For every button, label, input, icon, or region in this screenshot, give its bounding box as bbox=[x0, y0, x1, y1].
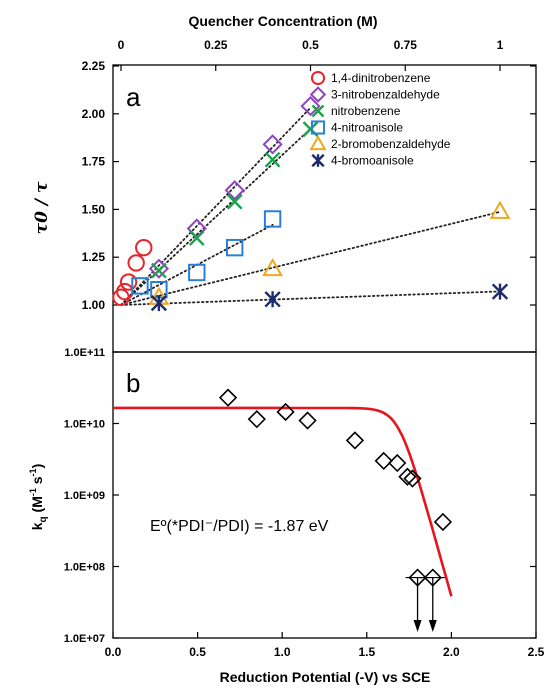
fit-line bbox=[120, 127, 312, 306]
x-tick-label: 0.0 bbox=[105, 645, 122, 659]
data-point bbox=[345, 431, 365, 450]
data-point bbox=[423, 568, 442, 587]
panel-a-letter: a bbox=[126, 82, 141, 112]
y-tick-label: 2.25 bbox=[82, 59, 106, 73]
top-x-tick-label: 0.75 bbox=[394, 38, 418, 52]
panel-b-y-label-sub: q bbox=[38, 516, 49, 522]
x-tick-label: 0.5 bbox=[189, 645, 206, 659]
bottom-axis-title: Reduction Potential (-V) vs SCE bbox=[220, 669, 431, 685]
fit-line bbox=[120, 290, 501, 306]
top-x-tick-label: 1 bbox=[497, 38, 504, 52]
top-axis-title: Quencher Concentration (M) bbox=[188, 13, 377, 29]
x-tick-label: 1.5 bbox=[358, 645, 375, 659]
y-tick-label: 1.00 bbox=[82, 298, 106, 312]
legend-label: 1,4-dinitrobenzene bbox=[331, 71, 431, 85]
panel-a-y-label: τ0 / τ bbox=[32, 181, 52, 234]
data-point bbox=[218, 388, 238, 407]
x-tick-label: 1.0 bbox=[274, 645, 291, 659]
x-tick-label: 2.0 bbox=[443, 645, 460, 659]
data-point bbox=[188, 263, 206, 282]
y-tick-label: 1.0E+08 bbox=[64, 562, 105, 574]
legend-marker bbox=[311, 104, 325, 118]
data-point bbox=[262, 257, 284, 277]
data-point bbox=[226, 238, 244, 257]
legend-marker bbox=[311, 153, 325, 168]
data-point bbox=[262, 134, 283, 155]
legend-label: 2-bromobenzaldehyde bbox=[331, 137, 451, 151]
panel-b-y-label-main: k bbox=[29, 522, 45, 530]
fit-curve bbox=[113, 406, 453, 597]
data-point bbox=[188, 230, 205, 246]
y-tick-label: 1.75 bbox=[82, 155, 106, 169]
panel-b-plot: 0.0 0.5 1.0 1.5 2.0 2.5 1.0E+07 1.0E+08 1.0E+09 1… bbox=[64, 347, 545, 659]
data-point bbox=[264, 291, 281, 308]
upper-limit-arrow-head bbox=[428, 620, 437, 632]
panel-a-plot: 0 0.25 0.5 0.75 1 1.00 1.25 1.50 1.75 2.00 2.25 bbox=[82, 38, 536, 312]
y-tick-label: 1.25 bbox=[82, 250, 106, 264]
y-tick-label: 1.50 bbox=[82, 202, 106, 216]
legend-label: 4-nitroanisole bbox=[331, 121, 403, 135]
top-x-tick-label: 0 bbox=[118, 38, 125, 52]
y-tick-label: 1.0E+07 bbox=[64, 633, 105, 645]
x-tick-label: 2.5 bbox=[528, 645, 545, 659]
data-point bbox=[489, 200, 511, 219]
panel-b-y-label: kq (M-1 s-1) bbox=[28, 464, 49, 531]
upper-limit-arrow-head bbox=[413, 620, 422, 632]
data-point bbox=[247, 410, 266, 429]
legend-label: nitrobenzene bbox=[331, 104, 401, 118]
fit-line bbox=[120, 210, 501, 306]
data-point bbox=[388, 453, 407, 473]
y-tick-label: 1.0E+10 bbox=[64, 419, 105, 431]
panel-a-legend: 1,4-dinitrobenzene 3-nitrobenzaldehyde nit… bbox=[309, 70, 451, 168]
panel-b-frame bbox=[112, 351, 537, 639]
data-point bbox=[300, 96, 321, 117]
data-point bbox=[398, 467, 417, 486]
legend-marker bbox=[310, 120, 326, 135]
data-point bbox=[298, 411, 317, 430]
data-point bbox=[119, 273, 138, 291]
legend-label: 4-bromoanisole bbox=[331, 154, 414, 168]
data-point bbox=[151, 262, 167, 279]
data-point bbox=[131, 277, 149, 295]
data-point bbox=[224, 180, 245, 201]
data-point bbox=[408, 568, 427, 587]
data-point bbox=[491, 283, 509, 300]
panel-b-letter: b bbox=[126, 368, 140, 398]
panel-b-y-label-mid: s bbox=[29, 476, 45, 488]
data-point bbox=[263, 210, 282, 228]
panel-b-y-label-sup2: -1 bbox=[28, 468, 38, 476]
y-tick-label: 2.00 bbox=[82, 107, 106, 121]
data-point bbox=[150, 294, 168, 312]
panel-b-y-label-rest: (M bbox=[29, 496, 45, 516]
y-tick-label: 1.0E+09 bbox=[64, 490, 105, 502]
data-point bbox=[127, 254, 145, 272]
top-x-tick-label: 0.25 bbox=[204, 38, 228, 52]
panel-b-y-label-sup1: -1 bbox=[28, 488, 38, 496]
data-point bbox=[433, 512, 453, 532]
top-x-tick-label: 0.5 bbox=[302, 38, 319, 52]
data-point bbox=[264, 151, 281, 168]
legend-marker bbox=[309, 135, 327, 151]
y-tick-label: 1.0E+11 bbox=[64, 347, 105, 359]
legend-marker bbox=[309, 86, 327, 103]
data-point bbox=[403, 469, 422, 488]
legend-label: 3-nitrobenzaldehyde bbox=[331, 88, 440, 102]
data-point bbox=[148, 258, 169, 279]
panel-b-y-label-end: ) bbox=[29, 464, 45, 469]
data-point bbox=[374, 451, 393, 471]
data-point bbox=[226, 193, 243, 210]
redox-annotation: Eº(*PDI⁻/PDI) = -1.87 eV bbox=[150, 518, 329, 535]
legend-marker bbox=[310, 70, 326, 86]
panel-a-frame bbox=[112, 64, 537, 353]
data-point bbox=[276, 402, 295, 422]
data-point bbox=[135, 238, 153, 257]
